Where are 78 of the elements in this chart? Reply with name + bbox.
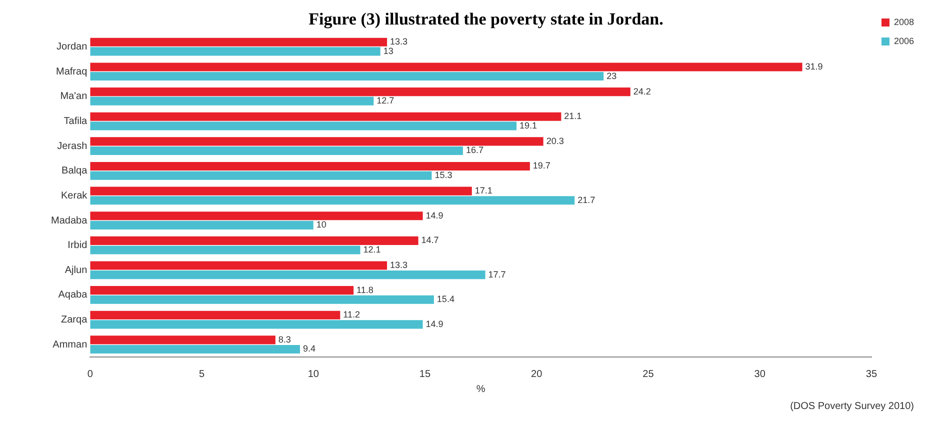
bar xyxy=(90,38,388,46)
bar xyxy=(90,72,604,81)
bar xyxy=(90,310,340,320)
y-tick-label: Ma'an xyxy=(60,91,88,102)
data-label: 13.3 xyxy=(390,260,408,270)
bar xyxy=(90,62,802,72)
x-tick-label: 35 xyxy=(866,368,878,380)
bar xyxy=(90,286,354,295)
data-label: 31.9 xyxy=(805,61,823,72)
bar xyxy=(90,236,418,245)
y-tick-label: Irbid xyxy=(68,240,88,252)
legend-label: 2006 xyxy=(894,36,914,46)
data-label: 17.1 xyxy=(474,186,492,196)
y-tick-label: Mafraq xyxy=(56,66,88,78)
x-tick-label: 15 xyxy=(419,368,431,380)
data-label: 21.7 xyxy=(578,194,596,205)
data-label: 14.9 xyxy=(426,210,444,220)
y-tick-label: Balqa xyxy=(62,166,88,177)
text: (DOS Poverty Survey 2010) xyxy=(790,400,914,412)
data-label: 12.1 xyxy=(363,244,381,254)
bar xyxy=(90,88,630,96)
x-tick-label: 5 xyxy=(198,368,205,380)
data-label: 15.3 xyxy=(434,170,452,180)
data-label: 13.3 xyxy=(390,36,408,47)
y-tick-label: Aqaba xyxy=(58,290,88,301)
x-tick-label: 30 xyxy=(754,368,766,380)
y-tick-label: Amman xyxy=(52,339,88,350)
y-tick-label: Jordan xyxy=(56,42,88,53)
y-tick-label: Ajlun xyxy=(64,264,88,276)
bar xyxy=(90,146,463,156)
bar xyxy=(90,320,423,329)
bar xyxy=(90,270,486,280)
x-tick-label: 10 xyxy=(308,368,320,380)
bar xyxy=(90,96,374,106)
data-label: 11.2 xyxy=(343,310,360,320)
bar xyxy=(90,122,517,130)
bar xyxy=(90,261,388,270)
data-label: 24.2 xyxy=(633,86,651,96)
data-label: 9.4 xyxy=(302,344,316,354)
bar xyxy=(90,112,562,121)
x-tick-label: 25 xyxy=(642,368,654,380)
data-label: 21.1 xyxy=(564,111,582,122)
bar xyxy=(90,212,423,220)
data-label: 19.1 xyxy=(520,120,538,130)
data-label: 17.7 xyxy=(488,269,506,280)
y-tick-label: Jerash xyxy=(57,140,88,152)
data-label: 16.7 xyxy=(466,145,484,156)
data-label: 20.3 xyxy=(546,136,564,146)
bar xyxy=(90,47,380,56)
y-tick-label: Tafila xyxy=(64,116,88,128)
bar xyxy=(90,246,360,254)
x-tick-label: 20 xyxy=(531,368,543,380)
bar xyxy=(90,137,544,146)
legend-label: 2008 xyxy=(894,16,914,27)
bar xyxy=(90,186,472,196)
data-label: 8.3 xyxy=(278,334,291,344)
bar xyxy=(90,295,434,304)
data-label: 12.7 xyxy=(376,96,394,106)
x-tick-label: 0 xyxy=(87,368,94,380)
data-label: 13 xyxy=(383,46,394,56)
bar xyxy=(90,171,432,180)
bar xyxy=(90,220,314,230)
bar xyxy=(90,162,530,171)
data-label: 19.7 xyxy=(532,160,550,171)
data-label: 14.9 xyxy=(426,318,444,329)
data-label: 23 xyxy=(606,70,617,81)
data-label: 14.7 xyxy=(421,235,439,246)
chart-title: Figure (3) illustrated the poverty state in Jordan. xyxy=(308,10,664,29)
y-tick-label: Zarqa xyxy=(61,314,88,326)
y-tick-label: Kerak xyxy=(61,190,88,202)
data-label: 10 xyxy=(316,220,326,230)
bar xyxy=(90,336,276,344)
x-axis-title: % xyxy=(476,384,486,395)
bar xyxy=(90,344,300,354)
y-tick-label: Madaba xyxy=(50,215,88,226)
data-label: 15.4 xyxy=(436,294,454,304)
bar xyxy=(90,196,575,205)
data-label: 11.8 xyxy=(356,284,374,295)
